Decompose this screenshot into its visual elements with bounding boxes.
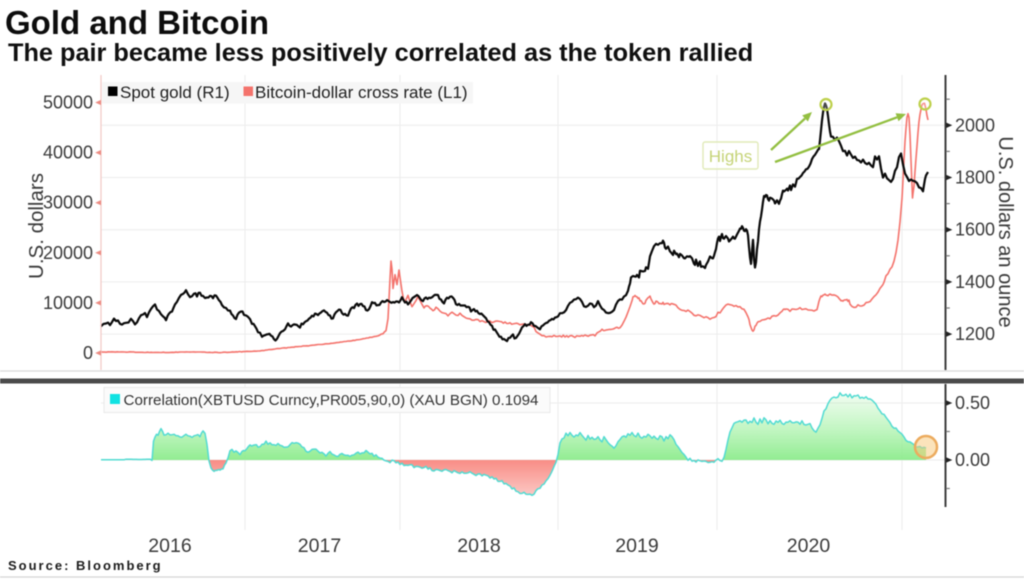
svg-text:The pair became less positivel: The pair became less positively correlat… (8, 39, 753, 67)
svg-text:Spot gold (R1): Spot gold (R1) (120, 83, 230, 102)
svg-text:1200: 1200 (955, 324, 995, 344)
svg-text:Highs: Highs (709, 147, 752, 166)
svg-text:Correlation(XBTUSD Curncy,PR00: Correlation(XBTUSD Curncy,PR005,90,0) (X… (124, 392, 539, 409)
svg-text:0.00: 0.00 (955, 450, 990, 470)
svg-text:Gold and Bitcoin: Gold and Bitcoin (5, 4, 269, 41)
svg-text:10000: 10000 (43, 293, 93, 313)
svg-text:2016: 2016 (148, 535, 191, 557)
svg-text:2019: 2019 (615, 535, 658, 557)
svg-text:U.S. dollars: U.S. dollars (25, 173, 48, 279)
svg-text:30000: 30000 (43, 193, 93, 213)
svg-text:Bitcoin-dollar cross rate (L1): Bitcoin-dollar cross rate (L1) (255, 83, 468, 102)
svg-text:1400: 1400 (955, 272, 995, 292)
svg-text:U.S. dollars an ounce: U.S. dollars an ounce (994, 136, 1016, 327)
svg-text:1800: 1800 (955, 168, 995, 188)
svg-text:2000: 2000 (955, 115, 995, 135)
svg-text:Source: Bloomberg: Source: Bloomberg (8, 558, 163, 573)
svg-text:2018: 2018 (457, 535, 500, 557)
svg-text:2020: 2020 (787, 535, 831, 557)
svg-text:2017: 2017 (298, 535, 341, 557)
svg-text:0.50: 0.50 (955, 393, 990, 413)
svg-text:0: 0 (83, 343, 93, 363)
svg-text:20000: 20000 (43, 243, 93, 263)
svg-text:40000: 40000 (43, 143, 93, 163)
svg-text:50000: 50000 (43, 93, 93, 113)
svg-text:1600: 1600 (955, 220, 995, 240)
